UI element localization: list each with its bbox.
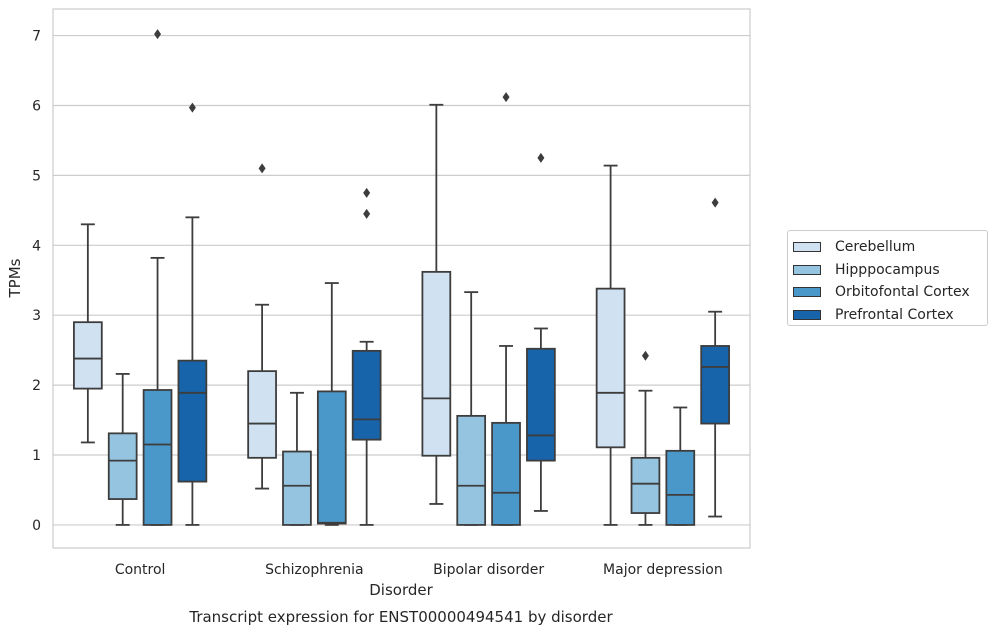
y-tick-label: 0 [32,518,41,534]
box-prefrontal-cortex [351,187,382,526]
box-cerebellum [421,103,452,505]
y-tick-label: 6 [32,98,41,114]
box-iqr [316,390,347,525]
box-iqr [665,449,696,526]
box-series [73,29,730,526]
x-tick-label: Schizophrenia [265,562,363,578]
box-iqr [526,347,556,462]
legend-item: Hipppocampus [793,259,987,282]
outlier-point [188,102,196,113]
outlier-point [502,92,510,103]
outlier-point [363,208,371,219]
outlier-point [154,29,162,40]
box-iqr [107,432,138,500]
box-iqr [247,370,277,459]
y-axis-label: TPMs [6,258,24,298]
box-iqr [73,321,103,390]
outlier-point [537,152,545,163]
x-axis-label: Disorder [369,581,433,599]
x-tick-label: Control [115,562,166,578]
x-tick-label: Bipolar disorder [433,562,544,578]
box-cerebellum [247,163,277,490]
box-cerebellum [73,223,103,444]
box-prefrontal-cortex [700,197,730,518]
box-iqr [142,389,173,526]
box-orbitofontal-cortex [142,29,173,526]
box-hipppocampus [630,350,661,526]
box-orbitofontal-cortex [665,406,696,526]
box-iqr [351,349,382,441]
box-iqr [595,287,626,449]
legend-label: Hipppocampus [835,261,940,278]
x-tick-label: Major depression [603,562,723,578]
box-iqr [491,421,521,526]
x-tick-labels: Control Schizophrenia Bipolar disorder Majo… [115,562,723,578]
outlier-point [641,350,649,361]
legend-swatch [793,264,821,275]
box-hipppocampus [282,391,312,526]
box-hipppocampus [107,373,138,526]
y-tick-label: 5 [32,168,41,184]
box-orbitofontal-cortex [491,92,521,526]
box-iqr [700,345,730,425]
legend-item: Orbitofontal Cortex [793,281,987,304]
legend-label: Prefrontal Cortex [835,306,954,323]
chart-title: Transcript expression for ENST0000049454… [188,608,613,626]
box-iqr [177,359,208,483]
y-tick-labels: 0 1 2 3 4 5 6 7 [32,29,41,534]
legend-label: Orbitofontal Cortex [835,284,970,301]
box-iqr [456,414,487,526]
box-cerebellum [595,164,626,526]
box-iqr [421,270,452,457]
box-orbitofontal-cortex [316,282,347,526]
outlier-point [258,163,266,174]
box-prefrontal-cortex [526,152,556,512]
outlier-point [711,197,719,208]
box-hipppocampus [456,291,487,526]
y-tick-label: 4 [32,238,41,254]
box-iqr [282,450,312,526]
box-iqr [630,456,661,514]
outlier-point [363,187,371,198]
y-tick-label: 7 [32,29,41,45]
legend-item: Prefrontal Cortex [793,304,987,327]
legend-label: Cerebellum [835,239,916,256]
legend-swatch [793,309,821,320]
legend-swatch [793,287,821,298]
y-tick-label: 2 [32,378,41,394]
legend-swatch [793,242,821,253]
box-prefrontal-cortex [177,102,208,526]
y-tick-label: 1 [32,448,41,464]
y-tick-label: 3 [32,308,41,324]
plot-area-frame [52,8,751,549]
legend-item: Cerebellum [793,236,987,259]
legend: Cerebellum Hipppocampus Orbitofontal Corte… [787,230,988,326]
